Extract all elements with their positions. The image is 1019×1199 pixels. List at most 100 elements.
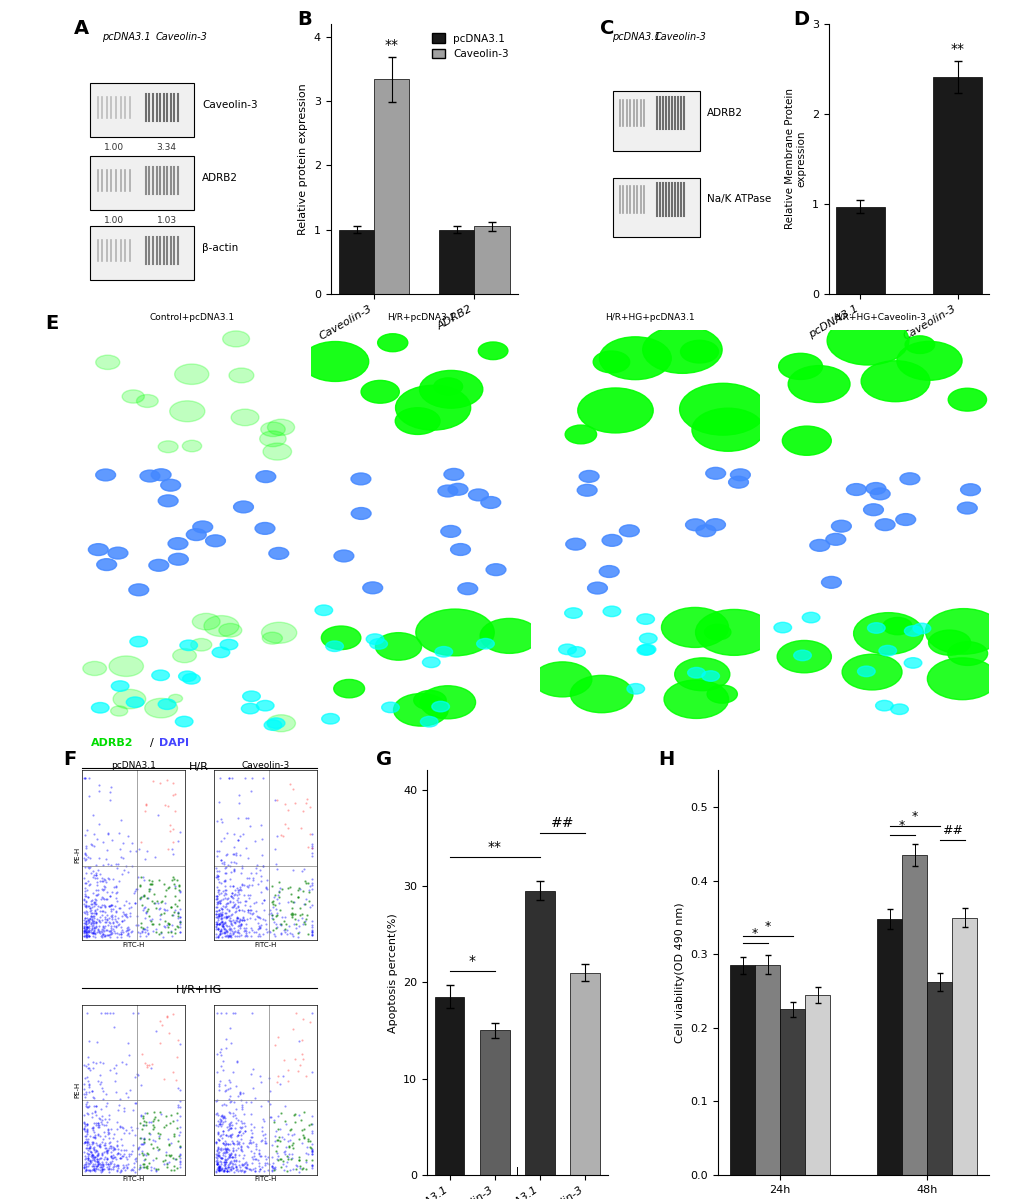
Point [222, 852, 238, 872]
Point [212, 851, 228, 870]
Point [244, 1128, 260, 1147]
Point [212, 1107, 228, 1126]
Point [88, 912, 104, 932]
Point [110, 1139, 126, 1158]
Circle shape [912, 623, 929, 634]
Point [232, 1138, 249, 1157]
Circle shape [776, 640, 830, 673]
Point [215, 920, 231, 939]
Point [83, 1143, 99, 1162]
Point [213, 927, 229, 946]
Point [229, 1086, 246, 1105]
Point [229, 1162, 246, 1181]
Point [244, 905, 260, 924]
Point [76, 885, 93, 904]
Point [243, 1141, 259, 1161]
Point [76, 1132, 93, 1151]
Point [250, 914, 266, 933]
Point [282, 884, 299, 903]
Point [252, 861, 268, 880]
Point [94, 1162, 110, 1181]
Point [158, 1145, 174, 1164]
Point [210, 885, 226, 904]
Point [95, 1090, 111, 1109]
Point [78, 1132, 95, 1151]
Point [245, 1079, 261, 1098]
Point [220, 920, 236, 939]
Point [278, 1115, 294, 1134]
Point [110, 1099, 126, 1119]
Point [210, 869, 226, 888]
Point [233, 856, 250, 875]
Point [86, 1138, 102, 1157]
Circle shape [321, 713, 339, 724]
Bar [876, 918, 901, 1175]
Point [216, 1162, 232, 1181]
Point [117, 1155, 133, 1174]
Point [97, 927, 113, 946]
Point [102, 855, 118, 874]
Point [87, 923, 103, 942]
Point [210, 893, 226, 912]
Point [304, 1144, 320, 1163]
Point [105, 1159, 121, 1179]
Point [254, 830, 270, 849]
Point [171, 881, 187, 900]
Text: *: * [898, 819, 905, 832]
Point [110, 1156, 126, 1175]
Point [87, 1147, 103, 1167]
Point [270, 1066, 286, 1085]
Point [236, 1116, 253, 1135]
Text: G: G [376, 751, 392, 769]
Point [300, 1145, 316, 1164]
Point [159, 1157, 175, 1176]
Point [225, 888, 242, 908]
Circle shape [685, 519, 705, 531]
Point [170, 909, 186, 928]
Point [76, 1121, 93, 1140]
Point [150, 806, 166, 825]
Text: C: C [599, 18, 613, 37]
Point [243, 1115, 259, 1134]
Point [171, 1117, 187, 1137]
Point [211, 923, 227, 942]
Point [93, 1073, 109, 1092]
Point [78, 1121, 95, 1140]
Point [221, 902, 237, 921]
Point [90, 1155, 106, 1174]
Point [78, 917, 95, 936]
Circle shape [111, 681, 128, 692]
Point [217, 914, 233, 933]
Point [142, 874, 158, 893]
Point [223, 911, 239, 930]
Point [78, 1097, 95, 1116]
Point [209, 862, 225, 881]
Point [252, 909, 268, 928]
Point [77, 1153, 94, 1173]
Point [108, 855, 124, 874]
Point [251, 1144, 267, 1163]
Point [219, 893, 235, 912]
Point [224, 923, 240, 942]
Point [163, 922, 179, 941]
Point [269, 860, 285, 879]
Point [118, 906, 135, 926]
Point [232, 863, 249, 882]
Point [118, 918, 135, 938]
Point [170, 1097, 186, 1116]
Point [221, 769, 237, 788]
Point [217, 1126, 233, 1145]
Point [218, 916, 234, 935]
Point [101, 896, 117, 915]
Point [99, 1143, 115, 1162]
Point [81, 1083, 97, 1102]
Point [254, 1121, 270, 1140]
Point [297, 915, 313, 934]
Point [239, 876, 256, 896]
X-axis label: FITC-H: FITC-H [254, 1176, 276, 1182]
Point [284, 779, 301, 799]
Point [215, 1107, 231, 1126]
Point [140, 1055, 156, 1074]
Point [79, 1071, 96, 1090]
Point [125, 1004, 142, 1023]
